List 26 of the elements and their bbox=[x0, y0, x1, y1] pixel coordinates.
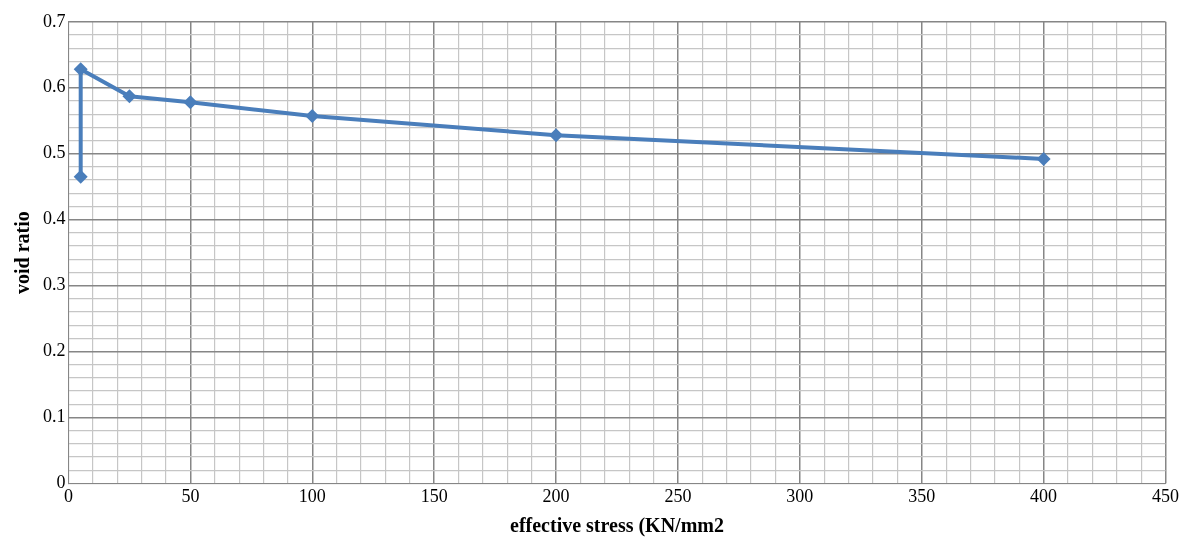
y-tick-label: 0.3 bbox=[43, 274, 66, 295]
x-tick-label: 400 bbox=[1030, 485, 1058, 506]
point bbox=[549, 128, 564, 143]
point bbox=[73, 62, 88, 77]
x-axis-title: effective stress (KN/mm2 bbox=[510, 514, 724, 538]
y-axis-title: void ratio bbox=[11, 211, 34, 294]
point bbox=[1036, 151, 1051, 166]
x-tick-label: 300 bbox=[786, 485, 814, 506]
y-tick-label: 0.7 bbox=[43, 10, 66, 31]
y-tick-label: 0.5 bbox=[43, 142, 66, 163]
y-tick-label: 0.6 bbox=[43, 76, 66, 97]
y-tick-label: 0.1 bbox=[43, 406, 66, 427]
x-tick-label: 150 bbox=[420, 485, 448, 506]
x-tick-label: 200 bbox=[542, 485, 570, 506]
point bbox=[305, 109, 320, 124]
point bbox=[122, 89, 137, 104]
point bbox=[183, 95, 198, 110]
y-tick-label: 0.4 bbox=[43, 208, 66, 229]
x-tick-label: 100 bbox=[298, 485, 326, 506]
x-tick-label: 250 bbox=[664, 485, 692, 506]
x-tick-label: 50 bbox=[181, 485, 200, 506]
y-tick-label: 0 bbox=[56, 472, 66, 493]
x-tick-label: 350 bbox=[908, 485, 936, 506]
x-tick-label: 450 bbox=[1152, 485, 1179, 506]
y-tick-label: 0.2 bbox=[43, 340, 66, 361]
point bbox=[73, 169, 88, 184]
